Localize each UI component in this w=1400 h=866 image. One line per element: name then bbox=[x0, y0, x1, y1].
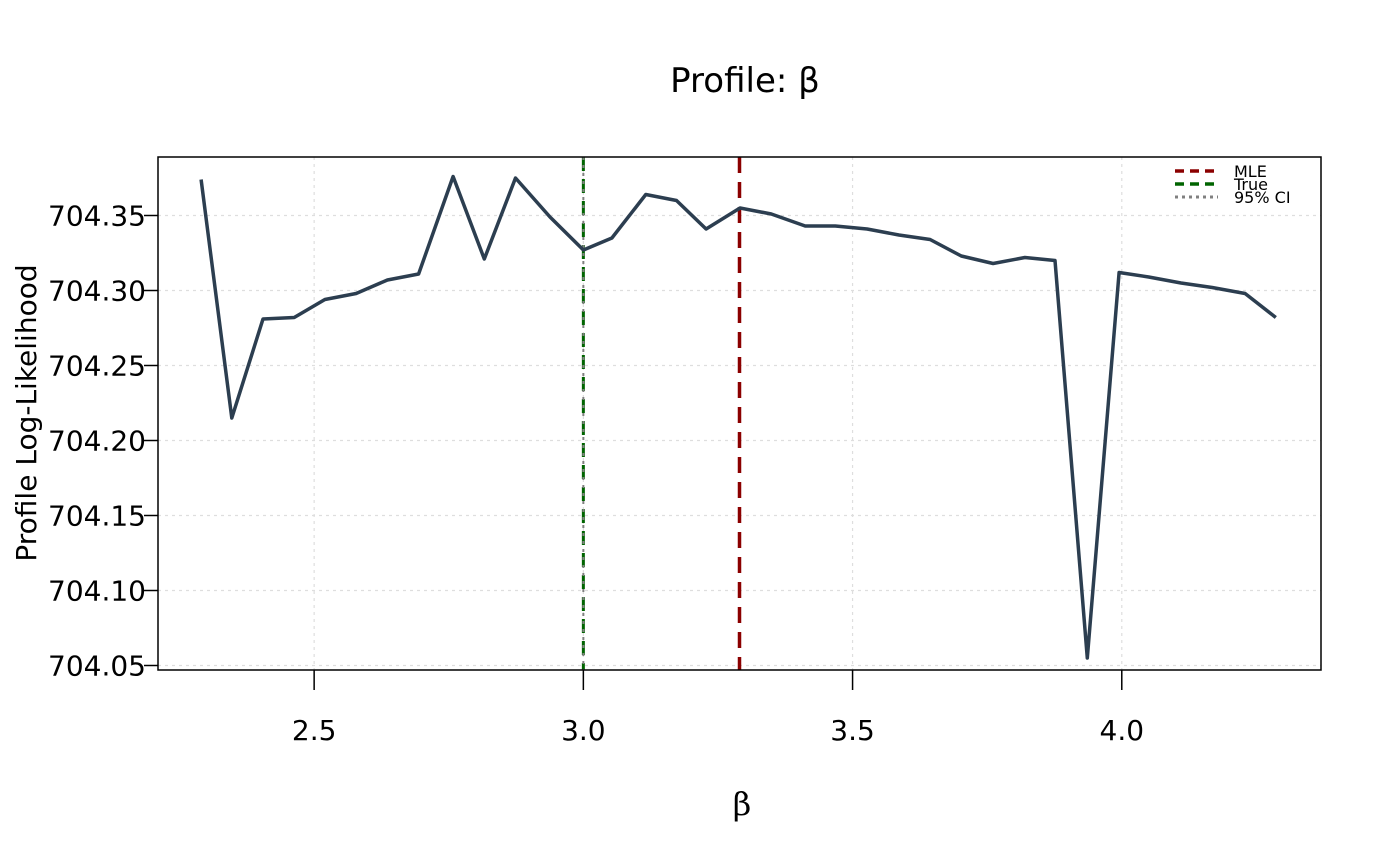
y-axis: 704.05 704.10 704.15 704.20 704.25 704.30 704.… bbox=[48, 200, 158, 683]
y-tick-label-3: 704.20 bbox=[48, 425, 146, 458]
x-axis-label: β bbox=[733, 785, 752, 823]
y-tick-label-6: 704.35 bbox=[48, 200, 146, 233]
legend-true-label: True bbox=[1233, 175, 1268, 194]
x-tick-label-2: 3.5 bbox=[830, 714, 875, 747]
series-layer bbox=[199, 174, 1277, 660]
y-tick-label-2: 704.15 bbox=[48, 500, 146, 533]
chart-title: Profile: β bbox=[670, 61, 820, 101]
series-line bbox=[199, 174, 1277, 660]
y-tick-label-1: 704.10 bbox=[48, 575, 146, 608]
y-tick-label-5: 704.30 bbox=[48, 275, 146, 308]
x-tick-label-3: 4.0 bbox=[1100, 714, 1145, 747]
x-tick-label-0: 2.5 bbox=[292, 714, 337, 747]
reference-lines bbox=[581, 157, 742, 670]
plot-frame bbox=[157, 156, 1322, 671]
y-tick-label-4: 704.25 bbox=[48, 350, 146, 383]
x-tick-label-1: 3.0 bbox=[561, 714, 606, 747]
x-axis: 2.5 3.0 3.5 4.0 bbox=[292, 670, 1144, 747]
legend-mle-label: MLE bbox=[1234, 162, 1267, 181]
y-axis-label: Profile Log-Likelihood bbox=[10, 264, 43, 561]
legend-ci-label: 95% CI bbox=[1234, 188, 1291, 207]
y-tick-label-0: 704.05 bbox=[48, 650, 146, 683]
